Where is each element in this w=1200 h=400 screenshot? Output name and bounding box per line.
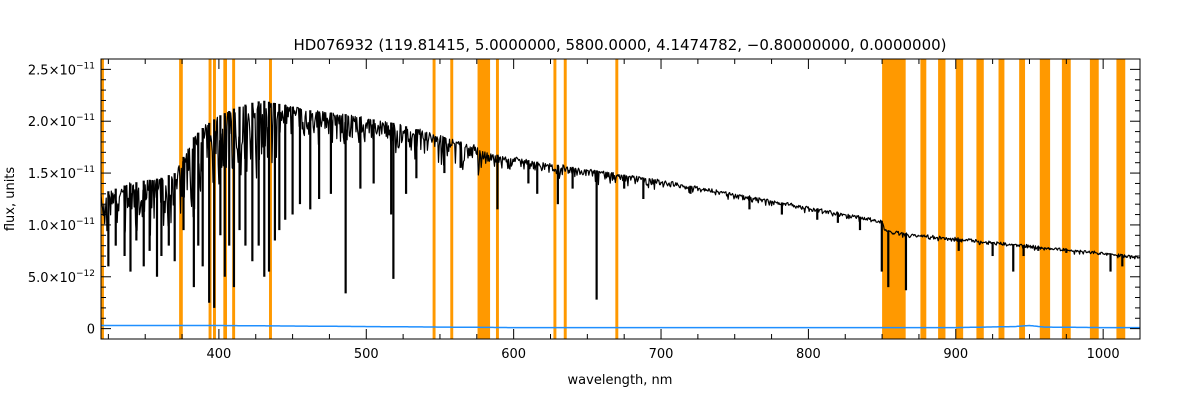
y-axis-label: flux, units: [3, 167, 18, 232]
error-line: [101, 324, 1140, 329]
x-tick-label: 600: [501, 347, 526, 362]
x-tick-label: 800: [796, 347, 821, 362]
masked-region-17: [955, 59, 964, 339]
masked-region-18: [976, 59, 984, 339]
masked-region-13: [615, 59, 619, 339]
masked-region-22: [1061, 59, 1071, 339]
masked-region-15: [920, 59, 927, 339]
masked-region-0: [101, 59, 104, 339]
masked-region-20: [1019, 59, 1026, 339]
x-tick-label: 1000: [1087, 347, 1120, 362]
masked-region-24: [1116, 59, 1126, 339]
masked-region-9: [477, 59, 491, 339]
plot-frame: [100, 58, 1141, 340]
x-tick-label: 400: [206, 347, 231, 362]
y-tick-label: 2.5×10−11: [28, 61, 95, 78]
error-series: [101, 324, 1140, 329]
masked-region-14: [882, 59, 906, 339]
masked-region-12: [563, 59, 567, 339]
y-tick-label: 1.5×10−11: [28, 165, 95, 182]
x-axis-label: wavelength, nm: [568, 373, 673, 388]
x-tick-label: 700: [649, 347, 674, 362]
masked-regions: [101, 59, 1126, 339]
flux-series: [100, 100, 1141, 308]
axes: 400 500 600 700 800 900 1000 0 5.0×10−12 1.0×10−1…: [28, 58, 1141, 362]
x-tick-label: 500: [354, 347, 379, 362]
flux-line: [100, 102, 1141, 260]
masked-region-6: [269, 59, 272, 339]
x-tick-label: 900: [943, 347, 968, 362]
masked-region-23: [1089, 59, 1099, 339]
y-tick-label: 1.0×10−11: [28, 217, 95, 234]
y-tick-label: 2.0×10−11: [28, 113, 95, 130]
masked-region-7: [432, 59, 436, 339]
chart-title: HD076932 (119.81415, 5.0000000, 5800.000…: [293, 36, 946, 54]
masked-region-11: [553, 59, 557, 339]
masked-region-21: [1039, 59, 1051, 339]
masked-region-16: [938, 59, 946, 339]
y-tick-label: 0: [87, 323, 95, 338]
masked-region-19: [998, 59, 1005, 339]
masked-region-8: [450, 59, 454, 339]
y-tick-label: 5.0×10−12: [28, 269, 95, 286]
